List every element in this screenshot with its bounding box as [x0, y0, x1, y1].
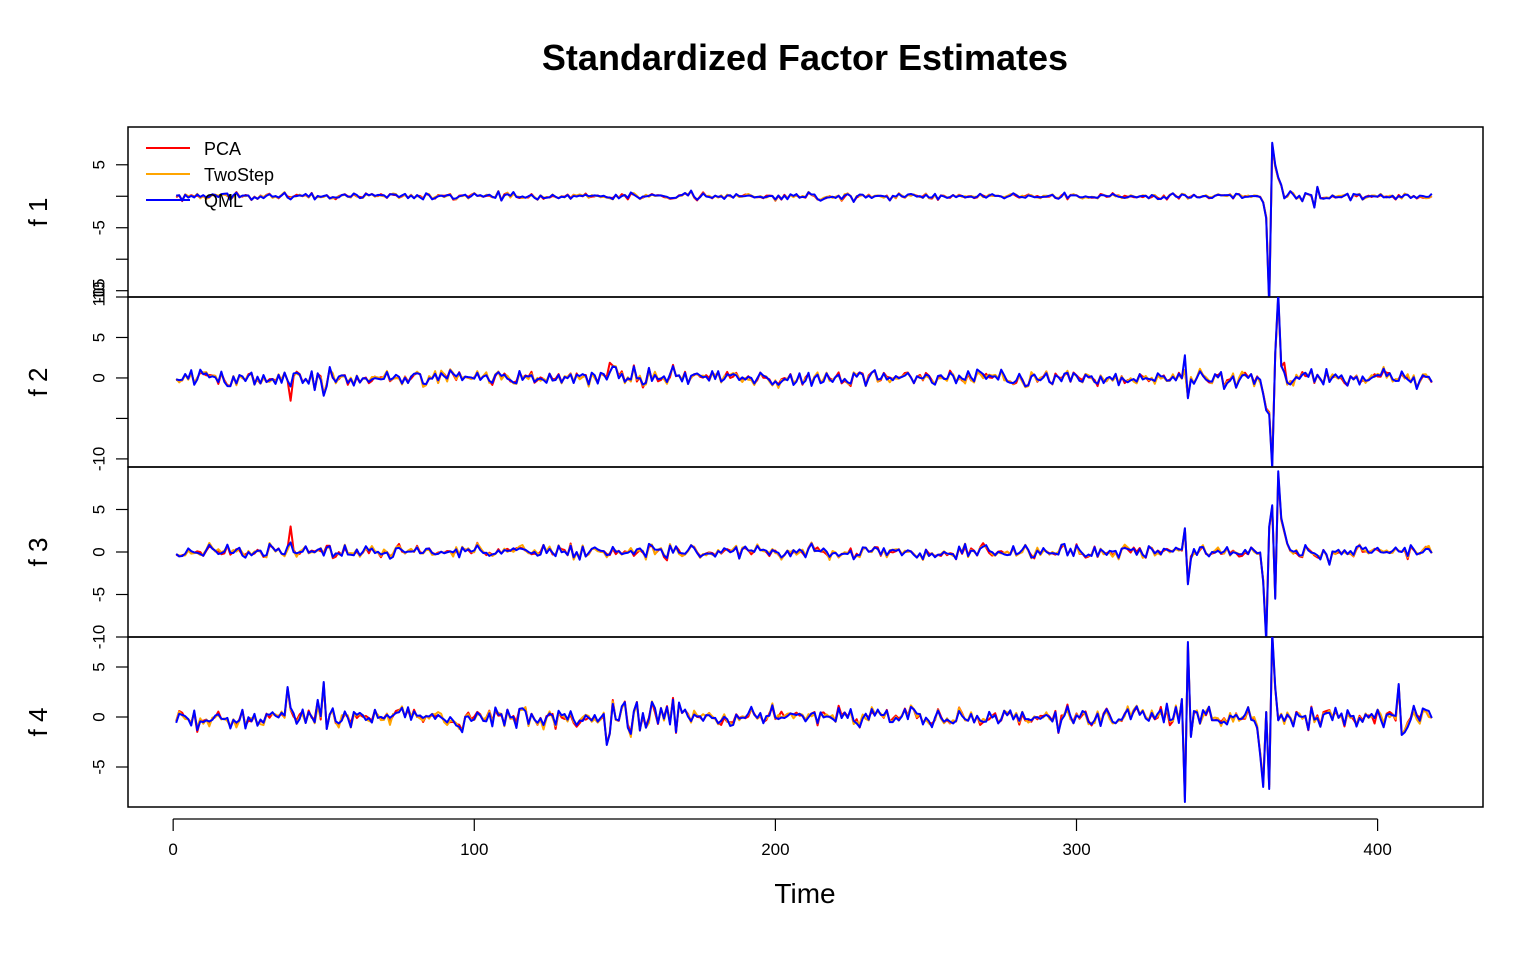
x-tick-label: 0	[168, 840, 177, 859]
series-line-qml	[175, 470, 1433, 637]
x-axis-title: Time	[774, 878, 835, 909]
y-tick-label: 5	[89, 662, 108, 671]
legend-label-qml: QML	[204, 191, 243, 211]
panel-label: f 2	[23, 368, 53, 397]
y-tick-label: 5	[89, 505, 108, 514]
panel-3: 5 0 -5 -10 f 3	[23, 466, 1484, 650]
series-line-twostep	[175, 297, 1433, 467]
y-tick-label: -5	[89, 759, 108, 774]
y-tick-label: 0	[89, 712, 108, 721]
series-line-pca	[175, 144, 1433, 297]
panel-2: 10 5 0 -10 f 2	[23, 288, 1484, 472]
y-tick-label: -10	[89, 447, 108, 472]
y-tick-label: 5	[89, 333, 108, 342]
y-tick-label: 0	[89, 373, 108, 382]
series-line-qml	[176, 141, 1433, 297]
y-tick-label: -5	[89, 220, 108, 235]
series-line-twostep	[175, 143, 1433, 297]
chart-title: Standardized Factor Estimates	[542, 37, 1068, 78]
x-tick-label: 100	[460, 840, 488, 859]
series-line-qml	[175, 637, 1433, 803]
y-tick-label-overlap: 10	[89, 282, 108, 301]
panel-label: f 1	[23, 198, 53, 227]
y-tick-label: 10	[89, 288, 108, 307]
panel-frame	[127, 636, 1484, 808]
x-tick-label: 200	[761, 840, 789, 859]
series-line-qml	[175, 297, 1433, 467]
y-tick-label: 0	[89, 547, 108, 556]
panel-frame	[127, 126, 1484, 298]
y-tick-label: -5	[89, 587, 108, 602]
panel-4: 5 0 -5 f 4	[23, 636, 1484, 808]
y-tick-label: 5	[89, 160, 108, 169]
panel-label: f 4	[23, 708, 53, 737]
legend-label-pca: PCA	[204, 139, 241, 159]
x-axis: 0 100 200 300 400	[168, 818, 1392, 859]
y-tick-label: -10	[89, 625, 108, 650]
legend: PCA TwoStep QML	[146, 139, 274, 211]
x-tick-label: 300	[1062, 840, 1090, 859]
panel-label: f 3	[23, 538, 53, 567]
y-tick-label: -15	[89, 278, 108, 303]
x-tick-label: 400	[1363, 840, 1391, 859]
legend-label-twostep: TwoStep	[204, 165, 274, 185]
